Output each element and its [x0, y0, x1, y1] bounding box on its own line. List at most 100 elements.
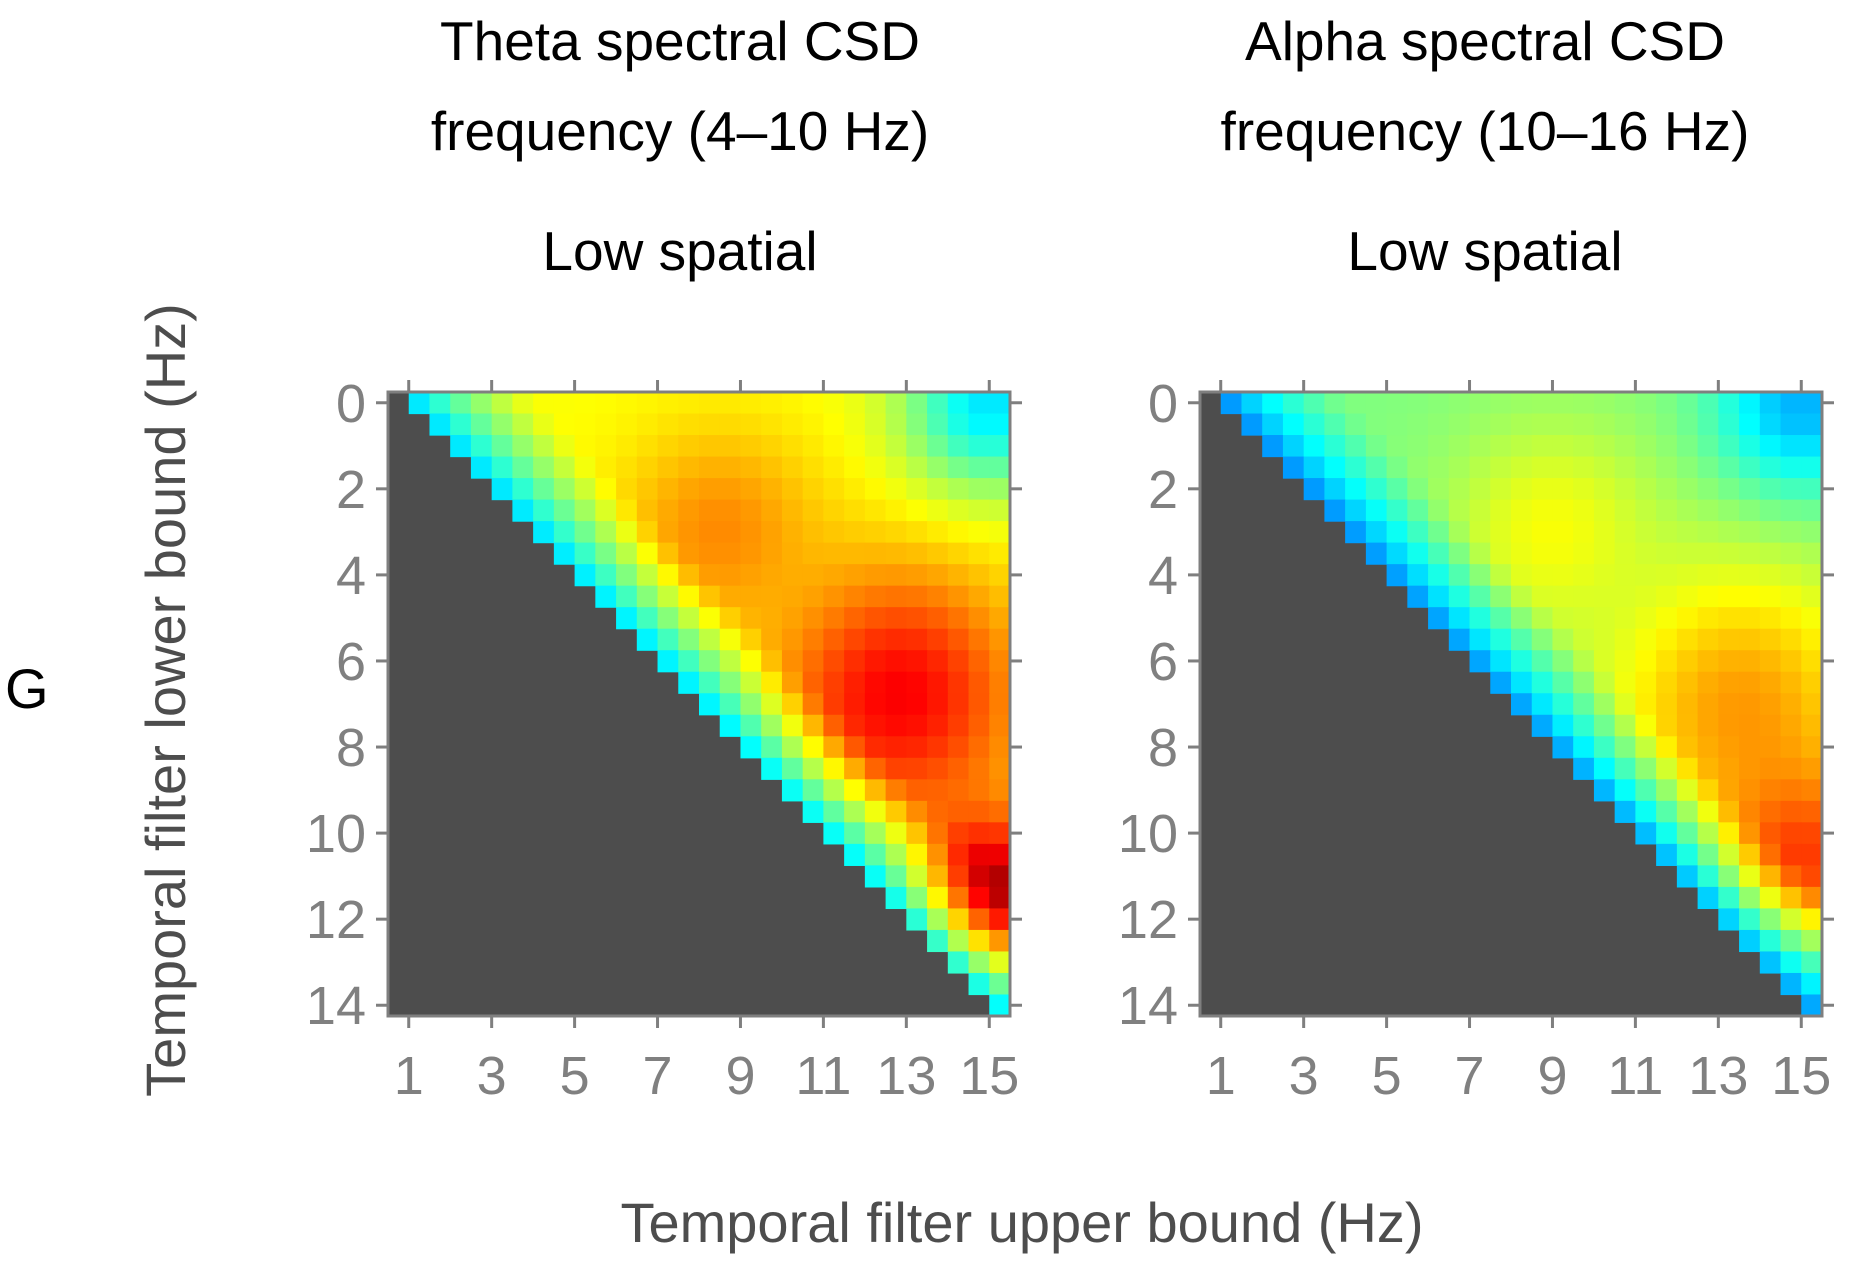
heatmap-cell — [1780, 650, 1802, 673]
heatmap-cell — [553, 456, 576, 479]
heatmap-cell — [968, 951, 990, 974]
heatmap-cell — [1511, 542, 1533, 565]
heatmap-cell — [1552, 714, 1574, 737]
heatmap-cell — [968, 607, 990, 630]
heatmap-cell — [429, 413, 451, 436]
heatmap-cell — [1469, 650, 1491, 673]
heatmap-cell — [802, 650, 824, 673]
heatmap-cell — [1656, 822, 1678, 845]
heatmap-cell — [1635, 392, 1657, 415]
heatmap-cell — [1282, 392, 1305, 415]
heatmap-cell — [1697, 542, 1719, 565]
heatmap-cell — [823, 714, 845, 737]
heatmap-cell — [1656, 392, 1678, 415]
heatmap-cell — [885, 435, 907, 458]
heatmap-cell — [1345, 456, 1367, 479]
heatmap-cell — [1759, 865, 1782, 888]
heatmap-cell — [1780, 542, 1802, 565]
heatmap-cell — [740, 693, 762, 716]
heatmap-cell — [1531, 714, 1554, 737]
heatmap-cell — [885, 886, 907, 910]
heatmap-cell — [657, 435, 679, 458]
heatmap-cell — [761, 521, 783, 544]
heatmap-cell — [1511, 650, 1533, 673]
heatmap-cell — [1345, 392, 1367, 415]
heatmap-cell — [1801, 736, 1823, 759]
heatmap-cell — [989, 994, 1011, 1017]
heatmap-cell — [885, 456, 907, 479]
heatmap-cell — [657, 542, 679, 565]
heatmap-cell — [802, 499, 824, 522]
heatmap-cell — [1780, 929, 1802, 953]
heatmap-cell — [1593, 693, 1616, 716]
heatmap-cell — [906, 628, 928, 651]
heatmap-cell — [1552, 693, 1574, 716]
chart-title-line-2: frequency (4–10 Hz) — [431, 100, 929, 162]
heatmap-cell — [719, 585, 742, 608]
heatmap-cell — [1635, 693, 1657, 716]
heatmap-cell — [1759, 478, 1782, 501]
heatmap-cell — [1282, 413, 1305, 436]
heatmap-cell — [802, 779, 824, 802]
heatmap-cell — [636, 392, 659, 415]
heatmap-cell — [1593, 478, 1616, 501]
heatmap-cell — [1718, 435, 1740, 458]
heatmap-cell — [1801, 908, 1823, 931]
heatmap-cell — [968, 779, 990, 802]
y-tick-label: 10 — [306, 804, 366, 864]
heatmap-cell — [885, 822, 907, 845]
heatmap-cell — [906, 908, 928, 931]
heatmap-cell — [1282, 456, 1305, 479]
heatmap-cell — [1593, 650, 1616, 673]
heatmap-cell — [947, 779, 970, 802]
heatmap-cell — [1593, 456, 1616, 479]
heatmap-cell — [1801, 693, 1823, 716]
heatmap-cell — [906, 693, 928, 716]
heatmap-cell — [989, 865, 1011, 888]
heatmap-cell — [1490, 413, 1512, 436]
heatmap-cell — [1739, 564, 1761, 587]
heatmap-cell — [740, 478, 762, 501]
heatmap-cell — [989, 499, 1011, 522]
heatmap-cell — [678, 564, 700, 587]
heatmap-cell — [885, 843, 907, 866]
heatmap-cell — [1697, 822, 1719, 845]
heatmap-cell — [1428, 499, 1450, 522]
heatmap-cell — [781, 650, 804, 673]
heatmap-cell — [1780, 521, 1802, 544]
heatmap-cell — [636, 564, 659, 587]
heatmap-cell — [1718, 779, 1740, 802]
heatmap-cell — [657, 499, 679, 522]
heatmap-cell — [1635, 628, 1657, 651]
heatmap-cell — [1469, 456, 1491, 479]
heatmap-cell — [1759, 693, 1782, 716]
heatmap-cell — [1759, 822, 1782, 845]
heatmap-cell — [1697, 693, 1719, 716]
heatmap-cell — [1448, 628, 1471, 651]
heatmap-cell — [1656, 671, 1678, 694]
heatmap-cell — [927, 413, 949, 436]
heatmap-cell — [1428, 607, 1450, 630]
heatmap-cell — [491, 456, 513, 479]
heatmap-cell — [740, 650, 762, 673]
heatmap-cell — [1739, 693, 1761, 716]
heatmap-cell — [864, 822, 887, 845]
heatmap-cell — [616, 585, 638, 608]
heatmap-cell — [1801, 585, 1823, 608]
x-tick-label: 15 — [1771, 1046, 1831, 1106]
heatmap-cell — [1780, 886, 1802, 910]
heatmap-cell — [823, 736, 845, 759]
heatmap-cell — [906, 456, 928, 479]
x-tick-label: 3 — [1289, 1046, 1319, 1106]
heatmap-cell — [1759, 607, 1782, 630]
heatmap-cell — [574, 435, 596, 458]
heatmap-cell — [1739, 736, 1761, 759]
chart-subtitle: Low spatial — [1347, 220, 1622, 282]
heatmap-cell — [1614, 564, 1636, 587]
heatmap-cell — [906, 435, 928, 458]
heatmap-cell — [927, 628, 949, 651]
heatmap-cell — [740, 521, 762, 544]
heatmap-cell — [1780, 456, 1802, 479]
heatmap-cell — [989, 478, 1011, 501]
heatmap-cell — [1490, 478, 1512, 501]
